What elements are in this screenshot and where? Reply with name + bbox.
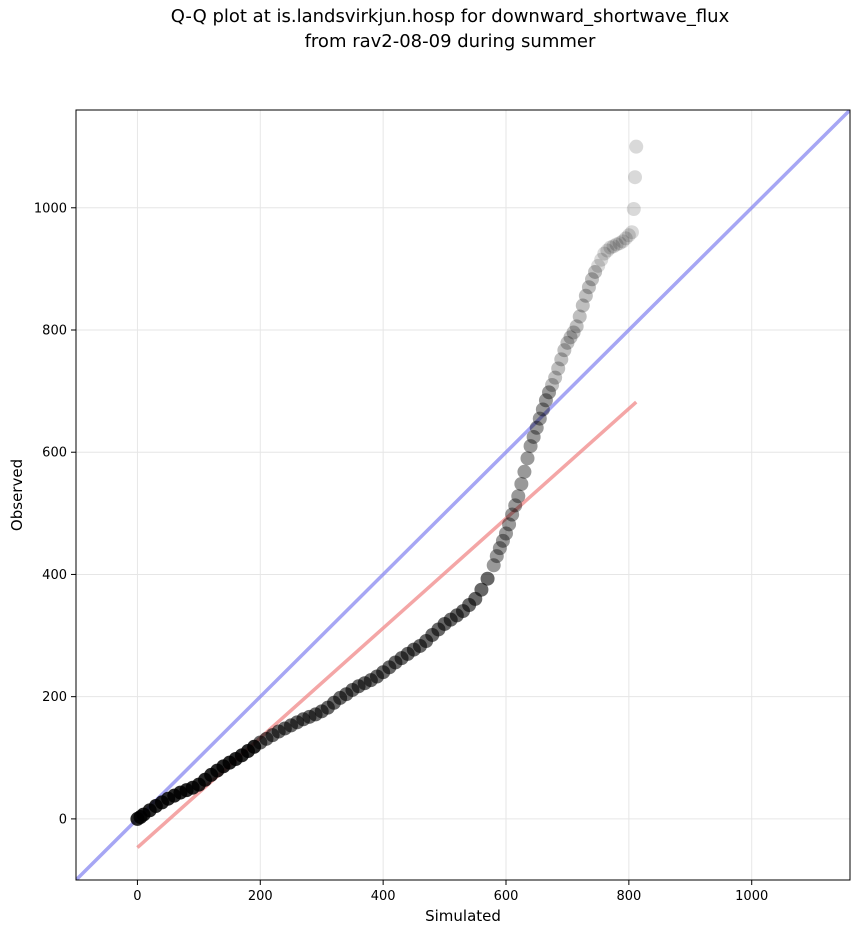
axis-ticks: 0 200 400 600 800 1000 0 200 400 600 800 1000 xyxy=(34,201,768,904)
reference-line xyxy=(76,110,850,880)
chart-title-line-2: from rav2-08-09 during summer xyxy=(304,31,596,52)
plot-frame xyxy=(75,109,851,881)
quantile-point xyxy=(492,541,507,556)
y-tick-label: 200 xyxy=(42,690,67,705)
quantile-point xyxy=(569,319,584,334)
quantile-point xyxy=(628,170,642,185)
x-tick-label: 800 xyxy=(616,889,641,904)
quantile-point xyxy=(612,236,627,251)
quantile-point xyxy=(495,533,510,548)
quantile-point xyxy=(474,582,489,597)
quantile-point xyxy=(545,378,560,392)
quantile-point xyxy=(542,385,556,400)
quantile-point xyxy=(609,237,624,252)
quantile-point xyxy=(572,309,587,324)
quantile-point xyxy=(529,420,544,435)
x-tick-label: 200 xyxy=(248,889,273,904)
quantile-point xyxy=(578,288,593,303)
quantile-point xyxy=(499,526,513,541)
quantile-point xyxy=(514,477,529,491)
quantile-point xyxy=(560,335,575,350)
x-axis-label: Simulated xyxy=(425,907,501,925)
y-axis-label: Observed xyxy=(8,459,26,531)
x-tick-label: 600 xyxy=(494,889,519,904)
plot-marks xyxy=(76,110,850,880)
quantile-point xyxy=(629,139,644,154)
quantile-point xyxy=(597,246,612,261)
y-tick-label: 600 xyxy=(42,446,67,461)
quantile-point xyxy=(600,243,615,258)
y-tick-label: 400 xyxy=(42,568,67,583)
y-tick-label: 800 xyxy=(42,324,67,339)
quantile-point xyxy=(551,361,566,376)
quantile-point xyxy=(520,451,535,466)
quantile-point xyxy=(502,517,517,532)
quantile-point xyxy=(618,231,633,246)
chart-title-line-1: Q-Q plot at is.landsvirkjun.hosp for dow… xyxy=(170,6,730,27)
quantile-point xyxy=(511,489,526,504)
quantile-point xyxy=(523,439,538,454)
quantile-point xyxy=(538,393,553,408)
quantile-point xyxy=(626,202,641,216)
quantile-point xyxy=(517,464,532,479)
quantile-point xyxy=(554,352,569,367)
quantile-point xyxy=(557,343,572,358)
quantile-point xyxy=(585,272,599,287)
quantile-point xyxy=(624,225,639,240)
quantile-point xyxy=(581,280,596,295)
quantile-point xyxy=(508,498,523,513)
quantile-point xyxy=(535,402,550,417)
quantile-point xyxy=(526,429,541,444)
x-tick-label: 1000 xyxy=(735,889,768,904)
quantile-point xyxy=(615,234,630,249)
quantile-point xyxy=(591,258,606,273)
quantile-point xyxy=(603,240,618,255)
y-tick-label: 1000 xyxy=(34,201,67,216)
x-tick-label: 400 xyxy=(371,889,396,904)
quantile-point xyxy=(505,507,520,522)
quantile-point xyxy=(563,330,578,345)
quantile-point xyxy=(532,411,547,426)
quantile-point xyxy=(566,325,581,340)
quantile-point xyxy=(588,264,603,279)
quantile-point xyxy=(621,228,636,243)
gridlines xyxy=(76,110,850,880)
quantile-point xyxy=(486,558,501,573)
quantile-point xyxy=(606,239,621,254)
quantile-point xyxy=(489,549,504,564)
x-tick-label: 0 xyxy=(133,889,141,904)
quantile-point xyxy=(548,370,563,385)
y-tick-label: 0 xyxy=(59,812,67,827)
quantile-point xyxy=(594,252,609,267)
quantile-point xyxy=(575,298,590,313)
quantile-point xyxy=(480,571,495,586)
